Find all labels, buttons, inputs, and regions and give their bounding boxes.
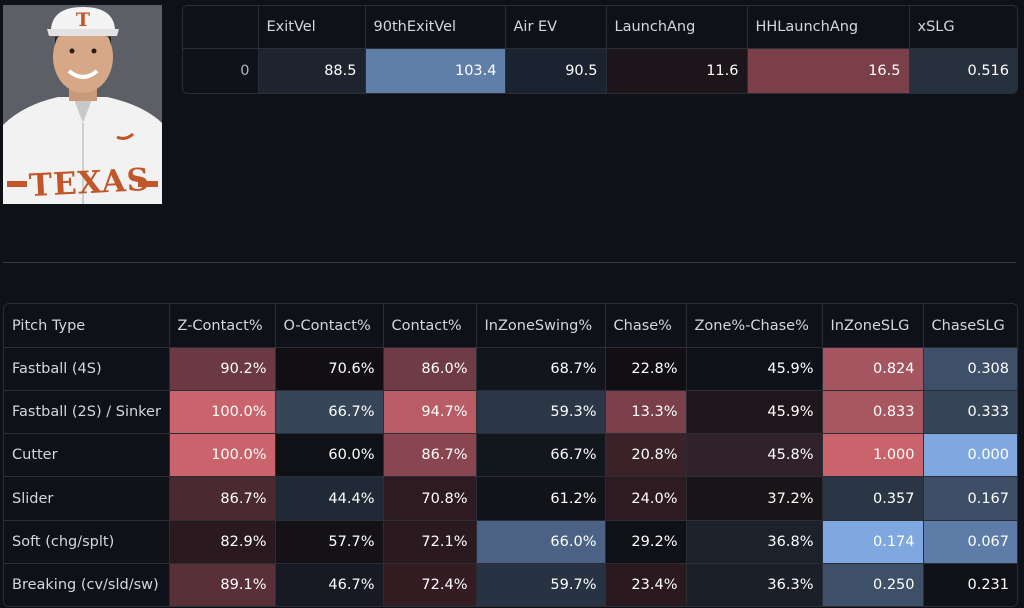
table-cell: 37.2% [686,476,823,521]
table-cell: 29.2% [605,520,687,564]
table-cell: 0.250 [822,563,924,606]
table-cell: 66.7% [476,433,606,478]
column-header[interactable]: Contact% [383,304,477,348]
table-row: Slider 86.7% 44.4% 70.8% 61.2% 24.0% 37.2% 0.35… [4,476,1017,521]
table-row: Fastball (2S) / Sinker 100.0% 66.7% 94.7% 59… [4,390,1017,435]
table-cell: 46.7% [275,563,384,606]
table-cell: 72.4% [383,563,477,606]
column-header[interactable]: Z-Contact% [169,304,276,348]
table-cell: 90.2% [169,347,276,392]
table-cell: 0.333 [923,390,1017,435]
player-portrait-image [3,5,162,204]
column-header[interactable]: InZoneSLG [822,304,924,348]
pitch-type-label: Slider [4,476,170,521]
table-cell: 70.6% [275,347,384,392]
table-cell: 45.9% [686,390,823,435]
table-cell: 36.3% [686,563,823,606]
table-cell: 86.0% [383,347,477,392]
column-header[interactable]: LaunchAng [606,6,748,49]
table-row: Breaking (cv/sld/sw) 89.1% 46.7% 72.4% 59.7%… [4,563,1017,606]
table-cell: 0.067 [923,520,1017,564]
table-cell: 60.0% [275,433,384,478]
table-cell: 0.833 [822,390,924,435]
table-cell: 70.8% [383,476,477,521]
table-cell: 66.7% [275,390,384,435]
column-header[interactable]: 90thExitVel [365,6,506,49]
table-cell: 82.9% [169,520,276,564]
column-header[interactable]: HHLaunchAng [747,6,910,49]
table-row: 0 88.5 103.4 90.5 11.6 16.5 0.516 [183,48,1017,93]
table-cell: 23.4% [605,563,687,606]
table-cell: 1.000 [822,433,924,478]
player-photo: T TEXAS [3,5,162,204]
table-cell: 36.8% [686,520,823,564]
table-cell: 59.7% [476,563,606,606]
table-cell: 0.174 [822,520,924,564]
table-cell: 86.7% [383,433,477,478]
table-cell: 89.1% [169,563,276,606]
table-row: Fastball (4S) 90.2% 70.6% 86.0% 68.7% 22.8% 45… [4,347,1017,392]
table-cell: 59.3% [476,390,606,435]
table-cell: 103.4 [365,48,506,93]
column-header[interactable]: Zone%-Chase% [686,304,823,348]
table-cell: 22.8% [605,347,687,392]
column-header[interactable]: Air EV [505,6,607,49]
table-cell: 88.5 [258,48,366,93]
table-cell: 44.4% [275,476,384,521]
column-header[interactable]: ChaseSLG [923,304,1017,348]
summary-header-row: ExitVel 90thExitVel Air EV LaunchAng HHLaunc… [183,6,1017,49]
pitch-type-label: Fastball (2S) / Sinker [4,390,170,435]
jersey-text: TEXAS [28,161,151,204]
table-cell: 45.8% [686,433,823,478]
table-cell: 0.167 [923,476,1017,521]
table-cell: 57.7% [275,520,384,564]
table-cell: 66.0% [476,520,606,564]
pitch-type-label: Soft (chg/splt) [4,520,170,564]
table-cell: 11.6 [606,48,748,93]
table-cell: 100.0% [169,390,276,435]
table-cell: 61.2% [476,476,606,521]
table-cell: 24.0% [605,476,687,521]
column-header[interactable]: Chase% [605,304,687,348]
table-cell: 68.7% [476,347,606,392]
table-row: Cutter 100.0% 60.0% 86.7% 66.7% 20.8% 45.8% 1.0… [4,433,1017,478]
table-cell: 45.9% [686,347,823,392]
section-divider [3,262,1016,263]
pitch-type-table: Pitch Type Z-Contact% O-Contact% Contact% In… [3,303,1018,607]
summary-stats-table: ExitVel 90thExitVel Air EV LaunchAng HHLaunc… [182,5,1018,94]
column-header[interactable] [183,6,259,49]
table-row: Soft (chg/splt) 82.9% 57.7% 72.1% 66.0% 29.2%… [4,520,1017,564]
column-header[interactable]: ExitVel [258,6,366,49]
table-cell: 86.7% [169,476,276,521]
pitch-header-row: Pitch Type Z-Contact% O-Contact% Contact% In… [4,304,1017,348]
table-cell: 0.000 [923,433,1017,478]
table-cell: 0.308 [923,347,1017,392]
column-header[interactable]: O-Contact% [275,304,384,348]
column-header[interactable]: xSLG [909,6,1017,49]
pitch-type-label: Fastball (4S) [4,347,170,392]
table-cell: 0.357 [822,476,924,521]
table-cell: 72.1% [383,520,477,564]
pitch-type-label: Cutter [4,433,170,478]
pitch-type-label: Breaking (cv/sld/sw) [4,563,170,606]
table-cell: 100.0% [169,433,276,478]
table-cell: 16.5 [747,48,910,93]
row-index: 0 [183,48,259,93]
table-cell: 0.516 [909,48,1017,93]
column-header[interactable]: Pitch Type [4,304,170,348]
cap-letter: T [75,9,91,31]
table-cell: 0.231 [923,563,1017,606]
table-cell: 0.824 [822,347,924,392]
table-cell: 13.3% [605,390,687,435]
table-cell: 90.5 [505,48,607,93]
table-cell: 20.8% [605,433,687,478]
column-header[interactable]: InZoneSwing% [476,304,606,348]
table-cell: 94.7% [383,390,477,435]
